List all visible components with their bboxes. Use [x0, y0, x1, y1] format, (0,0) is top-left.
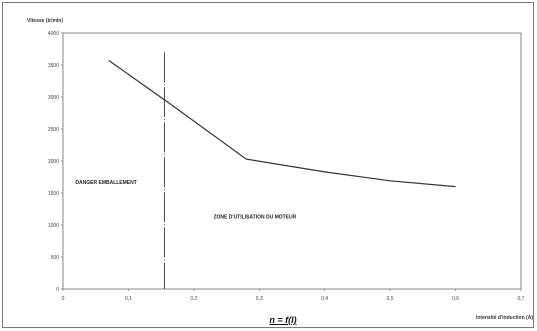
x-tick-label: 0,2: [190, 296, 197, 302]
y-tick-label: 2000: [48, 159, 59, 165]
chart-title: n = f(I): [269, 315, 297, 325]
x-tick-label: 0,7: [518, 296, 525, 302]
y-tick-label: 500: [51, 255, 60, 261]
annotations: DANGER EMBALLEMENT ZONE D'UTILISATION DU …: [75, 180, 296, 221]
y-tick-label: 3000: [48, 95, 59, 101]
y-tick-label: 1500: [48, 191, 59, 197]
y-axis-label: Vitesse (tr/min): [27, 18, 63, 24]
y-axis: 0 500 1000 1500 2000 2500 3000 3500 4000: [48, 31, 63, 293]
y-tick-label: 2500: [48, 127, 59, 133]
plot-area: [62, 32, 522, 290]
x-tick-label: 0,1: [125, 296, 132, 302]
x-tick-label: 0,6: [452, 296, 459, 302]
y-tick-label: 3500: [48, 63, 59, 69]
x-tick-label: 0: [62, 296, 65, 302]
annotation-label: ZONE D'UTILISATION DU MOTEUR: [213, 215, 296, 221]
y-tick-label: 1000: [48, 223, 59, 229]
annotation-label: DANGER EMBALLEMENT: [75, 180, 136, 186]
y-tick-label: 0: [56, 287, 59, 293]
series-line: [108, 60, 456, 188]
x-tick-label: 0,5: [387, 296, 394, 302]
x-tick-label: 0,3: [256, 296, 263, 302]
chart-frame: 0 500 1000 1500 2000 2500 3000 3500 4000 0 0,1 0,2…: [2, 2, 534, 328]
x-axis: 0 0,1 0,2 0,3 0,4 0,5 0,6 0,7: [62, 289, 525, 302]
x-tick-label: 0,4: [321, 296, 328, 302]
y-tick-label: 4000: [48, 31, 59, 37]
x-axis-label: Intensité d'induction (A): [476, 315, 533, 321]
chart-svg: 0 500 1000 1500 2000 2500 3000 3500 4000 0 0,1 0,2…: [27, 18, 533, 321]
